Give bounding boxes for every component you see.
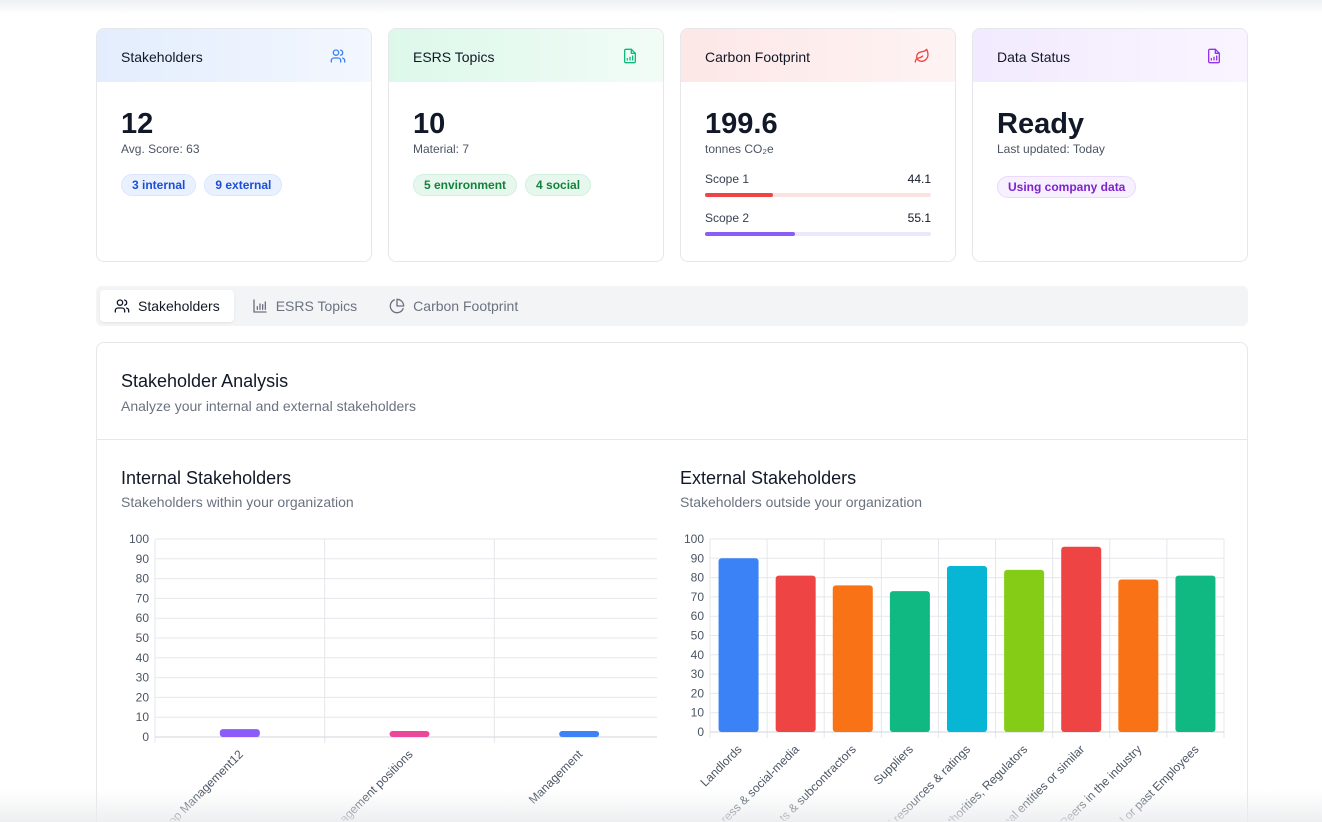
status-badge: Using company data [997, 176, 1137, 198]
y-tick-label: 10 [691, 706, 705, 720]
bar [219, 729, 260, 737]
panel-subtitle: Analyze your internal and external stake… [121, 398, 416, 414]
bar [1175, 575, 1216, 732]
scope-1: Scope 1 44.1 [705, 172, 931, 197]
y-tick-label: 30 [691, 667, 705, 681]
pie-chart-icon [389, 298, 405, 314]
tab-label: ESRS Topics [275, 298, 358, 314]
bar [718, 558, 759, 732]
environment-badge: 5 environment [413, 174, 518, 196]
internal-chart-subtitle: Stakeholders within your organization [121, 494, 354, 510]
y-tick-label: 90 [691, 551, 705, 565]
x-tick-label: Suppliers [871, 742, 916, 787]
y-tick-label: 80 [691, 571, 705, 585]
card-header: Carbon Footprint [681, 29, 955, 82]
y-tick-label: 70 [136, 591, 150, 605]
bar [559, 731, 600, 737]
y-tick-label: 0 [697, 725, 704, 739]
stakeholder-count: 12 [121, 108, 154, 140]
divider [97, 439, 1247, 440]
y-tick-label: 50 [136, 631, 150, 645]
bar-chart-icon [252, 298, 268, 314]
card-title: Stakeholders [121, 48, 203, 65]
y-tick-label: 40 [691, 648, 705, 662]
bottom-fade [0, 790, 1322, 822]
external-badge: 9 external [204, 174, 283, 196]
scope-value: 55.1 [907, 211, 931, 225]
bar [775, 575, 816, 732]
carbon-footprint-card: Carbon Footprint 199.6 tonnes CO₂e Scope… [680, 28, 956, 262]
stakeholder-analysis-panel: Stakeholder Analysis Analyze your intern… [96, 342, 1248, 822]
bar [1061, 546, 1102, 732]
tab-label: Carbon Footprint [413, 298, 519, 314]
scope-label: Scope 2 [705, 211, 750, 225]
esrs-count: 10 [413, 108, 446, 140]
tab-stakeholders[interactable]: Stakeholders [100, 290, 234, 322]
scope-2-track [705, 232, 931, 236]
avg-score: Avg. Score: 63 [121, 142, 200, 156]
y-tick-label: 40 [136, 651, 150, 665]
file-chart-icon [1205, 47, 1223, 65]
scope-label: Scope 1 [705, 172, 750, 186]
status-value: Ready [997, 108, 1085, 140]
y-tick-label: 30 [136, 671, 150, 685]
card-title: Data Status [997, 48, 1071, 65]
carbon-total: 199.6 [705, 108, 778, 140]
bar [832, 585, 873, 732]
card-header: Stakeholders [97, 29, 371, 82]
card-header: Data Status [973, 29, 1247, 82]
internal-chart-title: Internal Stakeholders [121, 468, 292, 488]
stakeholders-card: Stakeholders 12 Avg. Score: 63 3 interna… [96, 28, 372, 262]
y-tick-label: 60 [136, 611, 150, 625]
y-tick-label: 20 [136, 690, 150, 704]
summary-cards: Stakeholders 12 Avg. Score: 63 3 interna… [96, 28, 1248, 262]
card-header: ESRS Topics [389, 29, 663, 82]
y-tick-label: 0 [142, 730, 149, 744]
social-badge: 4 social [525, 174, 592, 196]
y-tick-label: 80 [136, 572, 150, 586]
internal-badge: 3 internal [121, 174, 197, 196]
file-chart-icon [621, 47, 639, 65]
y-tick-label: 90 [136, 552, 150, 566]
esrs-topics-card: ESRS Topics 10 Material: 7 5 environment… [388, 28, 664, 262]
y-tick-label: 10 [136, 710, 150, 724]
y-tick-label: 60 [691, 609, 705, 623]
tab-esrs-topics[interactable]: ESRS Topics [238, 290, 371, 322]
top-shadow [0, 0, 1322, 14]
bar [1118, 579, 1159, 732]
tab-label: Stakeholders [138, 298, 220, 314]
bar [1004, 569, 1045, 732]
tab-carbon-footprint[interactable]: Carbon Footprint [375, 290, 532, 322]
y-tick-label: 100 [129, 532, 149, 546]
scope-1-track [705, 193, 931, 197]
y-tick-label: 70 [691, 590, 705, 604]
scope-1-progress [705, 193, 773, 197]
data-status-card: Data Status Ready Last updated: Today Us… [972, 28, 1248, 262]
material-count: Material: 7 [413, 142, 470, 156]
tab-bar: Stakeholders ESRS Topics Carbon Footprin… [96, 286, 1248, 326]
external-chart-title: External Stakeholders [680, 468, 857, 488]
carbon-unit: tonnes CO₂e [705, 142, 774, 156]
external-chart-subtitle: Stakeholders outside your organization [680, 494, 923, 510]
scope-value: 44.1 [907, 172, 931, 186]
y-tick-label: 100 [684, 532, 704, 546]
panel-title: Stakeholder Analysis [121, 371, 289, 391]
y-tick-label: 20 [691, 686, 705, 700]
bar [947, 566, 987, 732]
bar [389, 731, 430, 737]
x-tick-label: Landlords [697, 742, 744, 789]
y-tick-label: 50 [691, 629, 705, 643]
leaf-icon [913, 47, 931, 65]
card-title: ESRS Topics [413, 48, 495, 65]
scope-2: Scope 2 55.1 [705, 211, 931, 236]
bar [889, 591, 930, 732]
users-icon [329, 47, 347, 65]
users-icon [114, 298, 130, 314]
card-title: Carbon Footprint [705, 48, 811, 65]
scope-2-progress [705, 232, 796, 236]
last-updated: Last updated: Today [997, 142, 1105, 156]
